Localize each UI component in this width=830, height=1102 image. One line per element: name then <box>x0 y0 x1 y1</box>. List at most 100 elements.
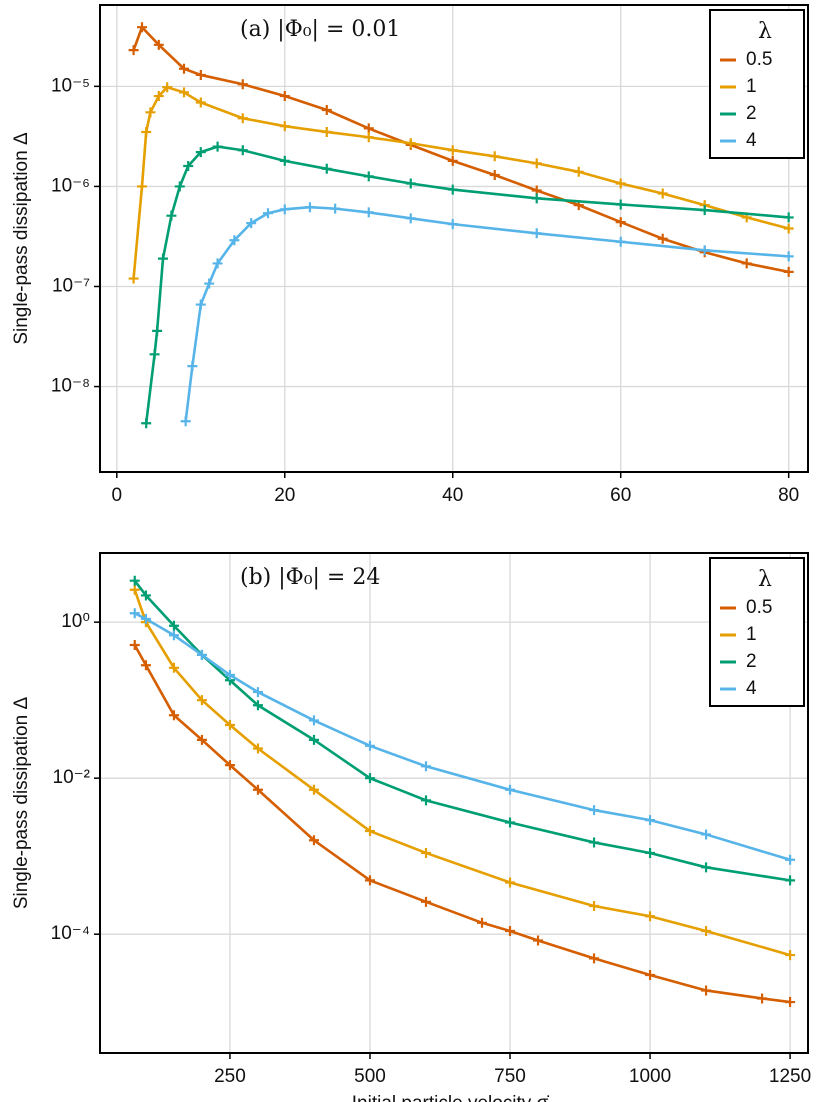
y-tick-label: 10⁻⁷ <box>52 276 90 297</box>
marker <box>152 325 163 336</box>
marker <box>140 613 151 624</box>
marker <box>701 862 712 873</box>
marker <box>589 837 600 848</box>
marker <box>157 253 168 264</box>
marker <box>615 178 626 189</box>
marker <box>212 258 223 269</box>
panel-title: (b) |Φ₀| = 24 <box>240 565 380 590</box>
series-line <box>133 589 791 957</box>
series-line <box>133 644 791 1004</box>
marker <box>489 170 500 181</box>
marker <box>420 795 431 806</box>
marker <box>645 911 656 922</box>
marker <box>699 245 710 256</box>
marker <box>178 87 189 98</box>
marker <box>785 875 796 886</box>
y-tick-label: 10⁻⁸ <box>51 376 90 397</box>
marker <box>140 590 151 601</box>
marker <box>489 151 500 162</box>
marker <box>145 107 156 118</box>
marker <box>168 662 179 673</box>
marker <box>196 695 207 706</box>
legend-label: 1 <box>746 76 757 97</box>
legend-label: 2 <box>746 651 757 672</box>
marker <box>224 720 235 731</box>
legend-title: λ <box>758 567 772 592</box>
marker <box>420 847 431 858</box>
legend-label: 1 <box>746 624 757 645</box>
marker <box>321 105 332 116</box>
marker <box>405 178 416 189</box>
marker <box>405 213 416 224</box>
x-tick-label: 40 <box>442 485 463 506</box>
marker <box>195 97 206 108</box>
marker <box>168 710 179 721</box>
marker <box>180 416 191 427</box>
marker <box>187 361 198 372</box>
legend-label: 4 <box>746 678 757 699</box>
marker <box>196 734 207 745</box>
marker <box>178 63 189 74</box>
legend-label: 0.5 <box>746 597 772 618</box>
marker <box>136 22 147 33</box>
marker <box>447 184 458 195</box>
marker <box>701 925 712 936</box>
marker <box>364 773 375 784</box>
marker <box>308 715 319 726</box>
y-axis-label: Single-pass dissipation Δ <box>11 697 32 910</box>
marker <box>573 166 584 177</box>
marker <box>589 953 600 964</box>
marker <box>615 217 626 228</box>
marker <box>321 126 332 137</box>
marker <box>645 815 656 826</box>
marker <box>505 925 516 936</box>
marker <box>447 145 458 156</box>
marker <box>129 575 140 586</box>
panel: 10⁻⁵ 10⁻⁶ 10⁻⁷ 10⁻⁸ 0 20 40 60 80 (a) |Φ₀| = 0.01… <box>11 4 809 506</box>
marker <box>785 997 796 1008</box>
marker <box>174 181 185 192</box>
marker <box>531 228 542 239</box>
marker <box>166 210 177 221</box>
marker <box>252 784 263 795</box>
plot-frame <box>99 552 809 1054</box>
marker <box>129 639 140 650</box>
marker <box>783 212 794 223</box>
marker <box>183 160 194 171</box>
marker <box>699 205 710 216</box>
marker <box>195 299 206 310</box>
marker <box>141 126 152 137</box>
marker <box>447 155 458 166</box>
marker <box>308 784 319 795</box>
marker <box>505 817 516 828</box>
series-line <box>184 205 789 422</box>
marker <box>785 854 796 865</box>
marker <box>168 630 179 641</box>
marker <box>785 950 796 961</box>
marker <box>237 113 248 124</box>
x-tick-label: 250 <box>214 1066 246 1087</box>
legend-label: 0.5 <box>746 49 772 70</box>
marker <box>204 278 215 289</box>
marker <box>783 223 794 234</box>
marker <box>237 145 248 156</box>
marker <box>364 875 375 886</box>
legend-box <box>709 557 805 707</box>
marker <box>252 743 263 754</box>
marker <box>363 207 374 218</box>
marker <box>212 141 223 152</box>
marker <box>195 69 206 80</box>
marker <box>153 39 164 50</box>
marker <box>645 969 656 980</box>
marker <box>136 181 147 192</box>
y-tick-label: 10⁻⁶ <box>51 175 90 196</box>
marker <box>533 935 544 946</box>
marker <box>149 349 160 360</box>
marker <box>279 155 290 166</box>
marker <box>141 418 152 429</box>
marker <box>477 917 488 928</box>
marker <box>196 649 207 660</box>
marker <box>405 138 416 149</box>
marker <box>505 784 516 795</box>
